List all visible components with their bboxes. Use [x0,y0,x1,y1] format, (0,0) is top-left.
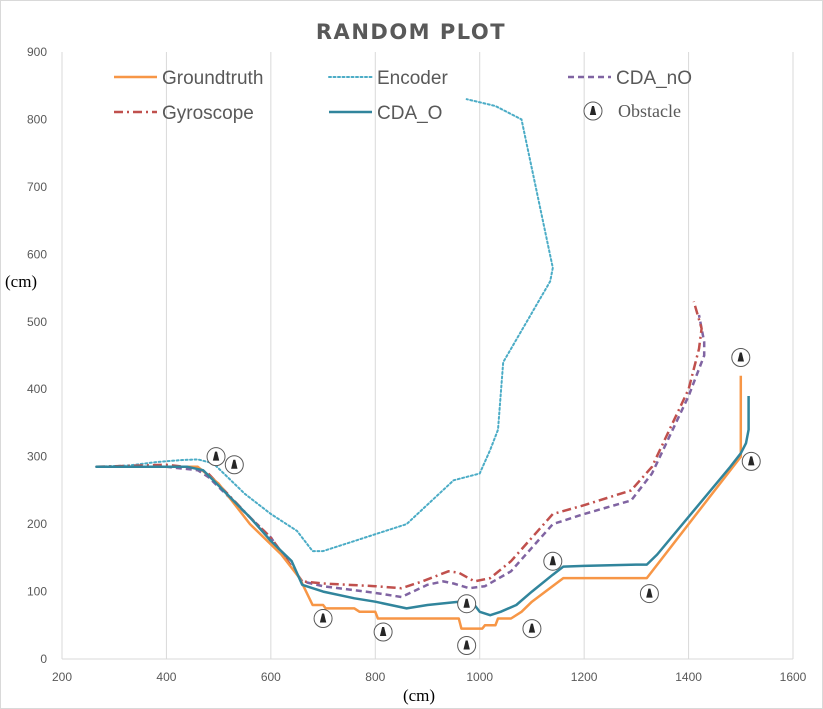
obstacle-markers [206,348,761,656]
y-tick-label: 800 [27,112,47,126]
legend-label: Obstacle [618,101,681,121]
obstacle-cone-icon [463,598,470,608]
legend-item-encoder: Encoder [328,68,448,89]
x-tick-label: 600 [261,670,281,684]
obstacle-marker [741,451,761,471]
legend-item-cda_no: CDA_nO [568,68,692,89]
obstacle-marker [522,619,542,639]
obstacle-marker [731,348,751,368]
legend-item-gyroscope: Gyroscope [114,103,254,124]
obstacle-cone-icon [528,623,536,633]
y-tick-label: 100 [27,585,47,599]
obstacle-cone-icon [549,556,557,566]
obstacle-cone-icon [379,627,387,637]
x-tick-label: 1400 [675,670,702,684]
obstacle-marker [543,551,563,571]
legend-label: Encoder [377,68,448,89]
obstacle-cone-icon [212,451,220,461]
y-tick-label: 900 [27,45,47,59]
obstacle-marker [457,594,477,614]
y-tick-label: 400 [27,382,47,396]
y-tick-label: 0 [40,652,47,666]
legend: Groundtruth Encoder CDA_nO Gyroscope CDA_O Ob… [114,68,692,124]
x-axis-label: (cm) [403,686,435,705]
obstacle-marker [224,455,244,475]
y-tick-label: 600 [27,247,47,261]
y-tick-label: 700 [27,180,47,194]
x-tick-label: 1200 [571,670,598,684]
legend-item-obstacle: Obstacle [583,101,681,121]
obstacle-marker [457,636,477,656]
obstacle-cone-icon [463,640,470,650]
grid-layer [61,52,794,660]
legend-label: Gyroscope [162,103,254,124]
obstacle-marker [313,609,333,629]
tick-labels: 0 100 200 300 400 500 600 700 800 900 200 400 600 800… [27,45,807,684]
x-tick-label: 1000 [466,670,493,684]
legend-label: Groundtruth [162,68,263,89]
obstacle-cone-icon [589,106,597,115]
obstacle-cone-icon [737,352,744,362]
obstacle-cone-icon [646,588,653,598]
series-line-cda_no [95,314,706,599]
y-tick-label: 500 [27,315,47,329]
y-axis-label: (cm) [5,272,37,291]
legend-obstacle-icon [583,101,603,121]
obstacle-cone-icon [748,456,755,466]
series-line-groundtruth [95,375,743,630]
x-tick-label: 400 [156,670,176,684]
legend-item-cda_o: CDA_O [329,103,442,124]
obstacle-marker [639,584,659,604]
series-layer [94,98,750,630]
obstacle-cone-icon [319,613,327,623]
x-tick-label: 200 [52,670,72,684]
obstacle-marker [373,622,393,642]
x-tick-label: 1600 [780,670,807,684]
obstacle-cone-icon [231,459,238,469]
y-tick-label: 300 [27,450,47,464]
chart-title: RANDOM PLOT [316,20,506,44]
obstacle-marker [206,447,226,467]
series-line-gyroscope [95,301,703,590]
legend-item-groundtruth: Groundtruth [114,68,263,89]
series-line-encoder [94,98,554,553]
series-line-cda_o [95,396,750,617]
legend-label: CDA_nO [616,68,692,89]
x-tick-label: 800 [365,670,385,684]
y-tick-label: 200 [27,517,47,531]
legend-label: CDA_O [377,103,442,124]
